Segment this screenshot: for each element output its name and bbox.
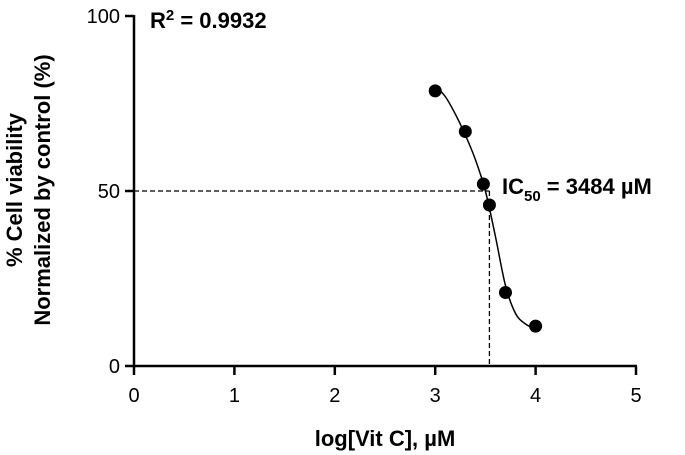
x-axis-title: log[Vit C], µM	[315, 426, 456, 451]
y-axis-title: % Cell viability	[2, 112, 27, 267]
y-axis-title: Normalized by control (%)	[30, 54, 55, 325]
y-tick-label: 100	[87, 6, 120, 28]
annotation-superscript: 2	[166, 7, 174, 24]
data-point	[498, 286, 512, 299]
data-point	[458, 125, 472, 138]
data-point	[529, 319, 543, 333]
x-tick-label: 2	[329, 385, 340, 407]
data-point	[476, 177, 490, 191]
annotation-text: R	[150, 8, 166, 33]
data-point	[482, 198, 496, 212]
x-tick-label: 4	[530, 385, 541, 407]
x-tick-label: 1	[229, 385, 240, 407]
x-tick-label: 0	[128, 385, 139, 407]
x-tick-label: 5	[630, 385, 641, 407]
data-point	[428, 84, 442, 98]
annotation: R2 = 0.9932	[150, 7, 267, 33]
y-tick-label: 0	[109, 356, 120, 378]
annotation-text: = 0.9932	[174, 8, 266, 33]
x-tick-label: 3	[430, 385, 441, 407]
y-tick-label: 50	[98, 181, 120, 203]
annotation-text: = 3484 µM	[541, 174, 652, 199]
fit-curve	[434, 85, 536, 330]
annotation-subscript: 50	[524, 188, 541, 205]
annotation: IC50 = 3484 µM	[502, 174, 652, 205]
annotation-text: IC	[502, 174, 524, 199]
